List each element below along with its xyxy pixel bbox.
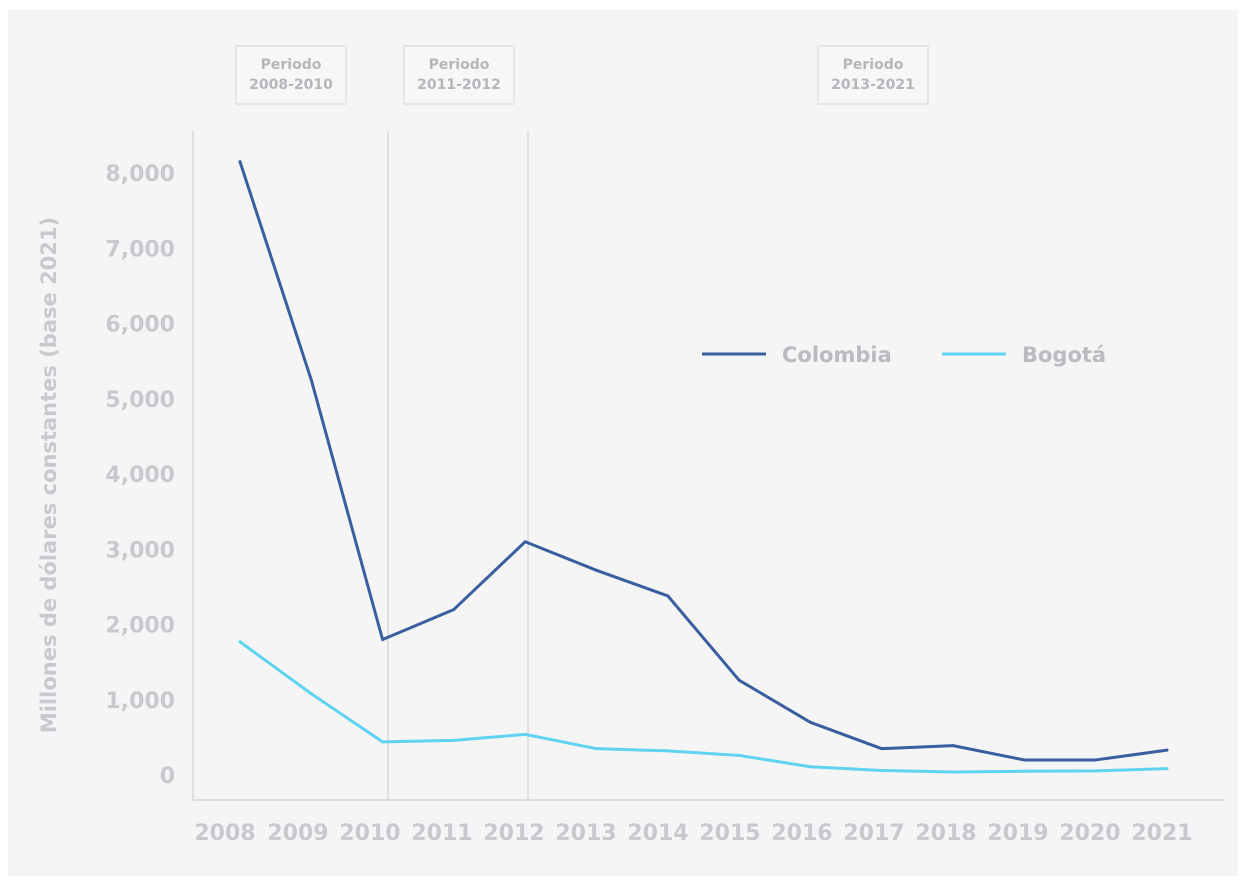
- y-tick-label: 6,000: [105, 313, 175, 338]
- data-point-bogot: [452, 738, 456, 742]
- data-point-colombia: [666, 594, 670, 598]
- series-line-bogot: [238, 640, 1169, 774]
- data-point-bogot: [1022, 769, 1026, 773]
- data-point-colombia: [951, 744, 955, 748]
- data-point-colombia: [880, 747, 884, 751]
- data-point-bogot: [737, 753, 741, 757]
- data-point-colombia: [452, 607, 456, 611]
- x-tick-label: 2012: [483, 821, 544, 846]
- x-tick-label: 2021: [1131, 821, 1192, 846]
- legend-item-colombia: Colombia: [702, 343, 892, 367]
- data-point-bogot: [309, 692, 313, 696]
- axes: [192, 131, 1224, 801]
- data-point-bogot: [238, 640, 242, 644]
- x-tick-label: 2017: [843, 821, 904, 846]
- x-tick-label: 2016: [771, 821, 832, 846]
- data-point-colombia: [1165, 748, 1169, 752]
- legend: Colombia Bogotá: [702, 343, 1106, 367]
- y-axis-label: Millones de dólares constantes (base 202…: [37, 217, 61, 733]
- period-box-frame: [403, 45, 515, 105]
- y-tick-label: 7,000: [105, 237, 175, 262]
- data-point-colombia: [381, 638, 385, 642]
- y-tick-label: 8,000: [105, 162, 175, 187]
- period-label-line2: 2008-2010: [249, 77, 333, 93]
- data-point-bogot: [1165, 767, 1169, 771]
- x-axis-ticks: 2008 2009 2010 2011 2012 2013 2014 2015 2016 2017…: [194, 821, 1192, 846]
- x-tick-label: 2009: [267, 821, 328, 846]
- data-point-bogot: [381, 740, 385, 744]
- data-point-colombia: [595, 568, 598, 572]
- y-axis-ticks: 0 1,000 2,000 3,000 4,000 5,000 6,000 7,000 8,00…: [105, 162, 175, 789]
- data-point-colombia: [309, 378, 313, 382]
- x-tick-label: 2018: [915, 821, 976, 846]
- period-box-2: Periodo 2011-2012: [403, 45, 515, 105]
- x-tick-label: 2008: [194, 821, 255, 846]
- period-box-frame: [235, 45, 347, 105]
- data-point-bogot: [523, 732, 527, 736]
- data-point-colombia: [808, 720, 812, 724]
- y-tick-label: 5,000: [105, 388, 175, 413]
- period-label-line1: Periodo: [429, 57, 490, 73]
- y-tick-label: 0: [160, 764, 175, 789]
- x-tick-label: 2010: [339, 821, 400, 846]
- data-point-colombia: [1094, 758, 1098, 762]
- period-label-line2: 2013-2021: [831, 77, 915, 93]
- x-tick-label: 2020: [1059, 821, 1120, 846]
- series-line-colombia: [238, 160, 1169, 762]
- y-tick-label: 1,000: [105, 689, 175, 714]
- period-label-line2: 2011-2012: [417, 77, 501, 93]
- period-label-line1: Periodo: [843, 57, 904, 73]
- data-point-colombia: [523, 540, 527, 544]
- data-point-bogot: [808, 765, 812, 769]
- legend-label: Colombia: [782, 343, 892, 367]
- chart-background: [8, 10, 1238, 876]
- data-point-bogot: [880, 768, 884, 772]
- period-box-1: Periodo 2008-2010: [235, 45, 347, 105]
- data-point-bogot: [951, 770, 955, 774]
- legend-label: Bogotá: [1022, 343, 1106, 367]
- y-tick-label: 2,000: [105, 614, 175, 639]
- x-tick-label: 2019: [987, 821, 1048, 846]
- y-tick-label: 3,000: [105, 538, 175, 563]
- data-point-bogot: [666, 749, 670, 753]
- period-box-3: Periodo 2013-2021: [817, 45, 929, 105]
- data-point-colombia: [238, 160, 242, 164]
- period-labels: Periodo 2008-2010 Periodo 2011-2012 Periodo 2…: [235, 45, 929, 105]
- x-tick-label: 2013: [555, 821, 616, 846]
- series-lines: [238, 160, 1169, 774]
- legend-item-bogot: Bogotá: [942, 343, 1106, 367]
- data-point-bogot: [1094, 769, 1098, 773]
- x-tick-label: 2014: [627, 821, 688, 846]
- period-label-line1: Periodo: [261, 57, 322, 73]
- x-tick-label: 2015: [699, 821, 760, 846]
- data-point-bogot: [595, 747, 598, 751]
- y-tick-label: 4,000: [105, 463, 175, 488]
- period-box-frame: [817, 45, 929, 105]
- data-point-colombia: [1022, 758, 1026, 762]
- x-tick-label: 2011: [411, 821, 472, 846]
- data-point-colombia: [737, 678, 741, 682]
